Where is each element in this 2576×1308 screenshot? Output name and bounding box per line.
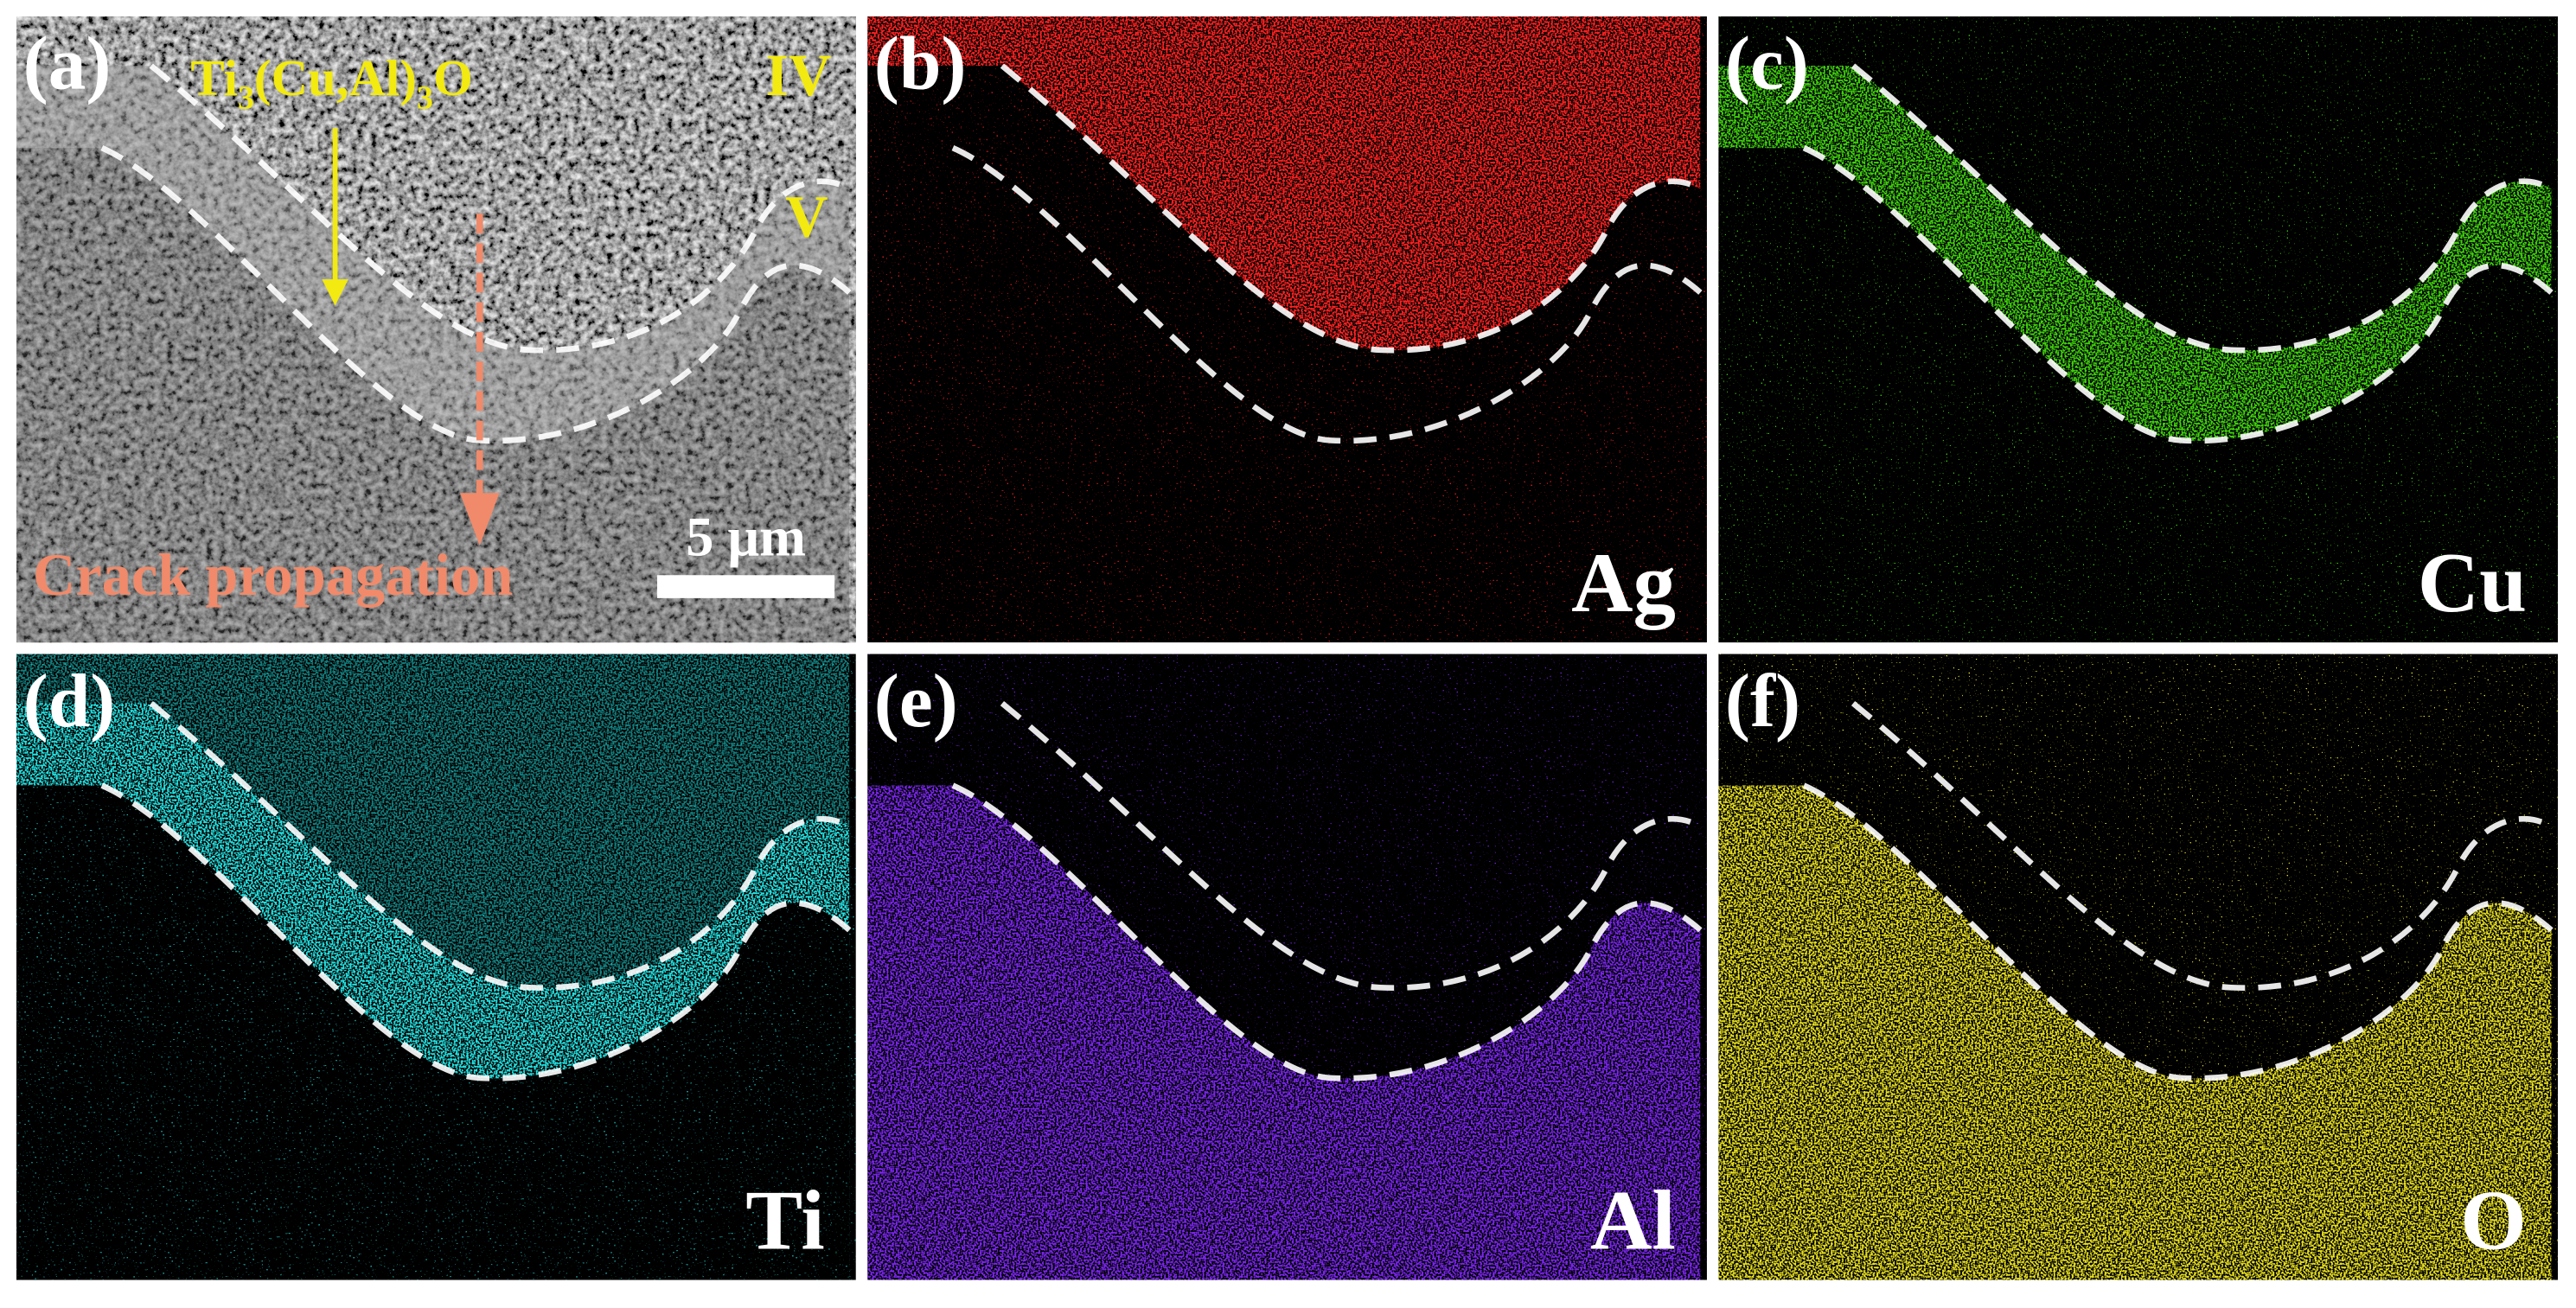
zone-label: V — [785, 184, 828, 250]
panel-label: (b) — [874, 22, 967, 105]
boundary-line — [1851, 63, 2554, 354]
element-label: Ti — [745, 1174, 825, 1268]
crack-label: Crack propagation — [33, 542, 513, 608]
boundary-line — [100, 145, 852, 444]
phase-part: O — [433, 50, 473, 106]
panel-label: (e) — [874, 659, 958, 743]
panel-label: (d) — [23, 659, 116, 743]
element-label: Cu — [2418, 536, 2527, 630]
panel: (f) O — [1718, 654, 2559, 1280]
element-label: Ag — [1571, 536, 1676, 630]
panel: (c) Cu — [1718, 16, 2559, 643]
boundary-line — [1000, 63, 1703, 354]
element-label: O — [2460, 1174, 2527, 1268]
boundary-line — [149, 63, 851, 354]
crack-arrowhead — [459, 493, 500, 546]
panel-label: (a) — [23, 22, 112, 105]
scale-label: 5 μm — [686, 505, 806, 567]
boundary-line — [149, 700, 851, 991]
zone-label: IV — [765, 42, 831, 108]
boundary-line — [1000, 700, 1703, 991]
panel: (e) Al — [867, 654, 1707, 1280]
phase-part: (Cu,Al) — [254, 50, 417, 106]
boundary-line — [951, 782, 1703, 1081]
panel: (d) Ti — [16, 654, 856, 1280]
boundary-line — [1802, 145, 2554, 444]
scale-bar — [656, 575, 835, 598]
boundary-line — [1802, 782, 2554, 1081]
phase-arrowhead — [322, 279, 348, 306]
phase-label: Ti3(Cu,Al)3O — [190, 50, 472, 116]
panel: (b) Ag — [867, 16, 1707, 643]
panel-label: (c) — [1725, 22, 1809, 105]
phase-part: Ti — [190, 50, 238, 106]
boundary-line — [1851, 700, 2554, 991]
element-label: Al — [1590, 1174, 1676, 1268]
subscript: 3 — [238, 80, 254, 116]
panel-label: (f) — [1725, 659, 1800, 743]
subscript: 3 — [417, 80, 433, 116]
boundary-line — [951, 145, 1703, 444]
boundary-line — [100, 782, 852, 1081]
